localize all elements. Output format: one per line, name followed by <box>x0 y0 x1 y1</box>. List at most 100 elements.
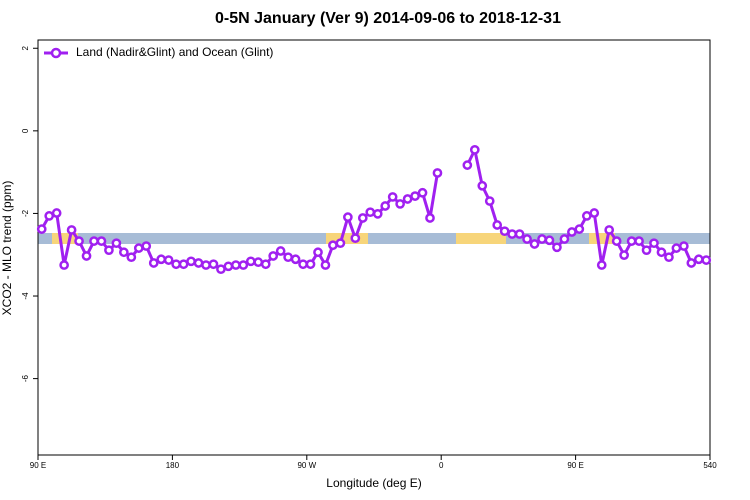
data-point <box>484 196 495 206</box>
data-point <box>104 245 114 256</box>
surface-band <box>38 233 710 244</box>
ocean-band <box>38 233 710 244</box>
data-point <box>552 242 562 253</box>
data-point <box>343 212 353 222</box>
x-axis-label: Longitude (deg E) <box>326 476 421 490</box>
data-point <box>664 252 674 263</box>
data-point <box>89 236 99 246</box>
data-point <box>544 235 555 246</box>
data-point <box>59 260 69 270</box>
data-point <box>567 227 577 237</box>
x-tick-label: 0 <box>439 461 444 470</box>
data-point <box>626 236 637 246</box>
land-band <box>52 233 78 244</box>
data-point <box>305 259 316 270</box>
data-point <box>402 194 413 204</box>
data-point <box>111 238 122 249</box>
data-point <box>514 229 525 239</box>
x-tick-label: 180 <box>166 461 180 470</box>
data-point <box>611 236 622 246</box>
data-point <box>141 241 152 251</box>
data-point <box>395 199 405 209</box>
data-point <box>275 246 286 256</box>
x-tick-label: 90 W <box>297 461 316 470</box>
data-point <box>328 240 338 251</box>
data-point <box>238 260 249 270</box>
data-point <box>686 258 697 268</box>
data-point <box>574 224 585 234</box>
y-tick-label: 2 <box>21 45 30 50</box>
data-point <box>679 241 689 251</box>
data-point <box>81 251 92 261</box>
data-point <box>589 208 600 218</box>
data-point <box>66 225 77 235</box>
land-band <box>589 233 615 244</box>
data-point <box>216 264 226 275</box>
data-point <box>604 225 615 235</box>
data-point <box>462 160 473 170</box>
y-tick-label: -2 <box>21 209 30 217</box>
y-tick-label: -4 <box>21 292 30 300</box>
data-point <box>126 252 137 263</box>
data-point <box>335 238 346 249</box>
data-point <box>171 259 181 270</box>
data-point <box>51 208 62 218</box>
x-tick-label: 540 <box>703 461 717 470</box>
data-point <box>596 260 607 270</box>
data-point <box>432 168 443 178</box>
data-point <box>372 208 383 219</box>
y-tick-label: 0 <box>21 128 30 133</box>
data-point <box>320 260 331 270</box>
data-point <box>619 250 629 260</box>
legend-marker <box>50 47 62 59</box>
legend-label: Land (Nadir&Glint) and Ocean (Glint) <box>76 45 273 59</box>
land-band <box>456 233 506 244</box>
data-point <box>223 261 234 272</box>
y-tick-label: -6 <box>21 375 30 383</box>
data-point <box>425 213 435 223</box>
data-point <box>201 260 211 270</box>
data-point <box>634 236 644 246</box>
data-point <box>649 238 659 249</box>
data-point <box>44 211 55 221</box>
data-point <box>148 258 159 268</box>
data-point <box>522 234 532 244</box>
data-point <box>178 259 189 270</box>
data-point <box>163 255 174 265</box>
data-point <box>193 258 204 268</box>
data-point <box>410 191 420 201</box>
data-point <box>671 243 682 253</box>
x-tick-label: 90 E <box>30 461 46 470</box>
data-point <box>231 260 241 270</box>
chart-title: 0-5N January (Ver 9) 2014-09-06 to 2018-… <box>215 10 561 27</box>
data-point <box>507 229 517 239</box>
data-point <box>387 192 398 202</box>
data-point <box>559 234 570 244</box>
data-point <box>417 187 428 198</box>
data-point <box>156 254 167 265</box>
data-point <box>208 259 219 270</box>
data-point <box>350 233 361 244</box>
data-point <box>283 252 293 263</box>
data-point <box>701 255 712 265</box>
data-point <box>693 254 704 265</box>
data-point <box>313 247 323 258</box>
data-point <box>492 220 503 230</box>
data-point <box>581 211 592 221</box>
data-point <box>469 144 480 155</box>
plot-frame <box>37 39 711 456</box>
land-band <box>326 233 368 244</box>
data-point <box>74 236 84 246</box>
data-point <box>290 254 301 265</box>
data-point <box>477 180 488 191</box>
data-point <box>133 243 144 253</box>
data-point <box>537 234 547 244</box>
data-point <box>365 207 376 218</box>
y-axis-label: XCO2 - MLO trend (ppm) <box>0 181 14 316</box>
data-point <box>298 259 308 270</box>
data-point <box>529 239 540 249</box>
data-point <box>186 256 196 267</box>
data-point <box>245 256 256 267</box>
data-point <box>96 236 107 246</box>
